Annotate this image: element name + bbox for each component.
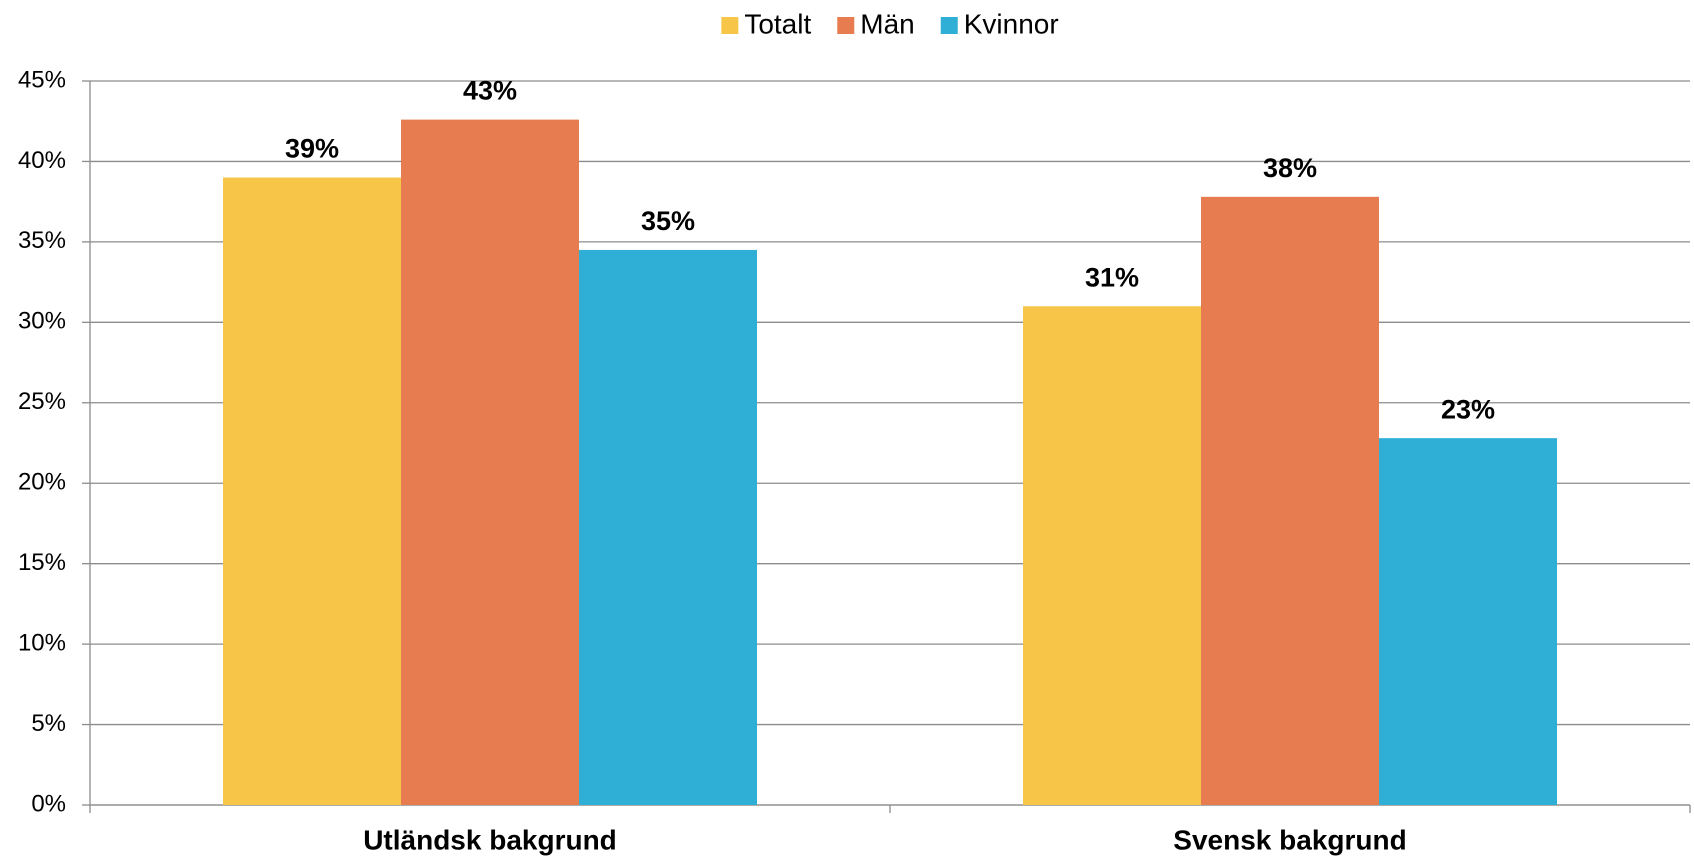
y-tick-label: 35%: [18, 227, 66, 254]
y-tick-label: 25%: [18, 388, 66, 415]
y-tick-label: 15%: [18, 549, 66, 576]
data-label: 38%: [1263, 153, 1317, 183]
y-tick-label: 5%: [31, 710, 66, 737]
y-tick-label: 10%: [18, 629, 66, 656]
legend-label: Kvinnor: [964, 8, 1059, 39]
data-label: 43%: [463, 76, 517, 106]
y-tick-label: 20%: [18, 469, 66, 496]
bar: [223, 177, 401, 806]
y-tick-label: 40%: [18, 147, 66, 174]
bar: [1379, 438, 1557, 805]
bar: [1023, 306, 1201, 805]
bar: [401, 119, 579, 805]
legend-swatch: [940, 17, 958, 34]
legend-swatch: [837, 17, 855, 34]
x-tick-label: Svensk bakgrund: [1173, 824, 1406, 855]
y-tick-label: 30%: [18, 308, 66, 335]
data-label: 35%: [641, 206, 695, 236]
data-label: 39%: [285, 134, 339, 164]
bar: [1201, 196, 1379, 806]
data-label: 31%: [1085, 262, 1139, 292]
legend-label: Män: [860, 8, 914, 39]
y-tick-label: 0%: [31, 790, 66, 817]
bar: [579, 249, 757, 805]
y-tick-label: 45%: [18, 66, 66, 93]
legend-label: Totalt: [744, 8, 811, 39]
legend: Totalt Män Kvinnor: [721, 8, 1059, 39]
legend-swatch: [721, 17, 739, 34]
x-tick-label: Utländsk bakgrund: [363, 824, 617, 855]
data-label: 23%: [1441, 394, 1495, 424]
